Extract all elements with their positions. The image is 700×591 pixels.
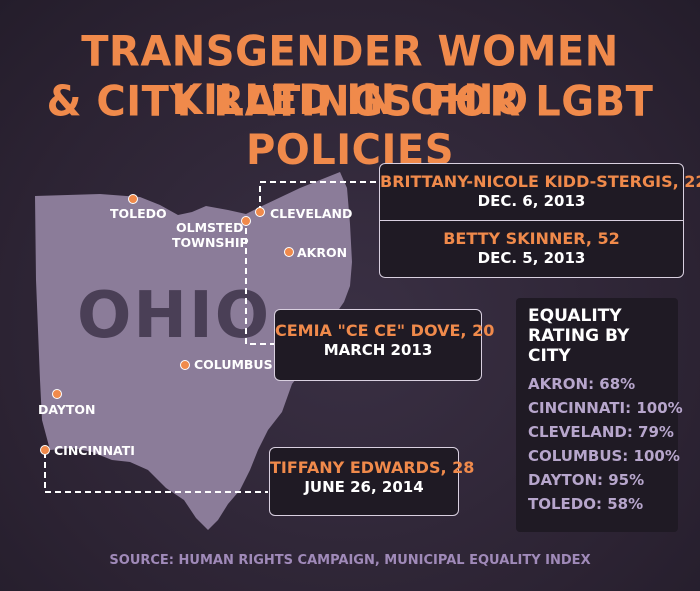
connector-lines (44, 181, 380, 493)
source-note: SOURCE: HUMAN RIGHTS CAMPAIGN, MUNICIPAL… (109, 553, 591, 568)
city-label-dayton: DAYTON (38, 402, 96, 417)
rating-row: COLUMBUS: 100% (528, 447, 680, 465)
city-label-akron: AKRON (297, 245, 348, 260)
victim-name: BRITTANY-NICOLE KIDD-STERGIS, 22 (380, 172, 700, 191)
marker-cincinnati (40, 445, 50, 455)
rating-row: AKRON: 68% (528, 375, 636, 393)
marker-columbus (180, 360, 190, 370)
marker-toledo (128, 194, 138, 204)
city-label-columbus: COLUMBUS (194, 357, 273, 372)
rating-row: CLEVELAND: 79% (528, 423, 674, 441)
rating-row: DAYTON: 95% (528, 471, 645, 489)
victim-name: CEMIA "CE CE" DOVE, 20 (275, 321, 495, 340)
ratings-heading-1: EQUALITY (528, 306, 622, 326)
rating-row: TOLEDO: 58% (528, 495, 644, 513)
city-label-olmsted-1: OLMSTED (176, 220, 244, 235)
marker-olmsted (241, 216, 251, 226)
city-markers (40, 194, 294, 455)
ohio-state-shape (35, 172, 352, 530)
victim-date: JUNE 26, 2014 (304, 478, 424, 496)
victims-box-cleveland: BRITTANY-NICOLE KIDD-STERGIS, 22 DEC. 6,… (379, 163, 700, 278)
city-label-cincinnati: CINCINNATI (54, 443, 135, 458)
victim-date: DEC. 5, 2013 (477, 249, 586, 267)
title-line-2: & CITY RATINGS FOR LGBT POLICIES (46, 77, 654, 175)
equality-ratings-panel: EQUALITY RATING BY CITY AKRON: 68% CINCI… (516, 298, 683, 532)
rating-row: CINCINNATI: 100% (528, 399, 683, 417)
victim-name: TIFFANY EDWARDS, 28 (270, 458, 475, 477)
state-label: OHIO (77, 279, 271, 353)
victim-box-olmsted: CEMIA "CE CE" DOVE, 20 MARCH 2013 (274, 309, 495, 381)
connector-olmsted (245, 228, 274, 345)
victim-name: BETTY SKINNER, 52 (443, 229, 620, 248)
connector-cincinnati (44, 452, 268, 493)
marker-cleveland (255, 207, 265, 217)
city-label-toledo: TOLEDO (110, 206, 167, 221)
victim-date: DEC. 6, 2013 (477, 192, 586, 210)
city-label-cleveland: CLEVELAND (270, 206, 353, 221)
connector-cleveland (259, 181, 380, 212)
victim-date: MARCH 2013 (323, 341, 433, 359)
marker-dayton (52, 389, 62, 399)
ratings-heading-2: RATING BY CITY (528, 326, 630, 366)
title-line-1: TRANSGENDER WOMEN KILLED IN OHIO (81, 27, 619, 125)
marker-akron (284, 247, 294, 257)
victim-box-cincinnati: TIFFANY EDWARDS, 28 JUNE 26, 2014 (269, 447, 475, 516)
city-label-olmsted-2: TOWNSHIP (172, 235, 249, 250)
